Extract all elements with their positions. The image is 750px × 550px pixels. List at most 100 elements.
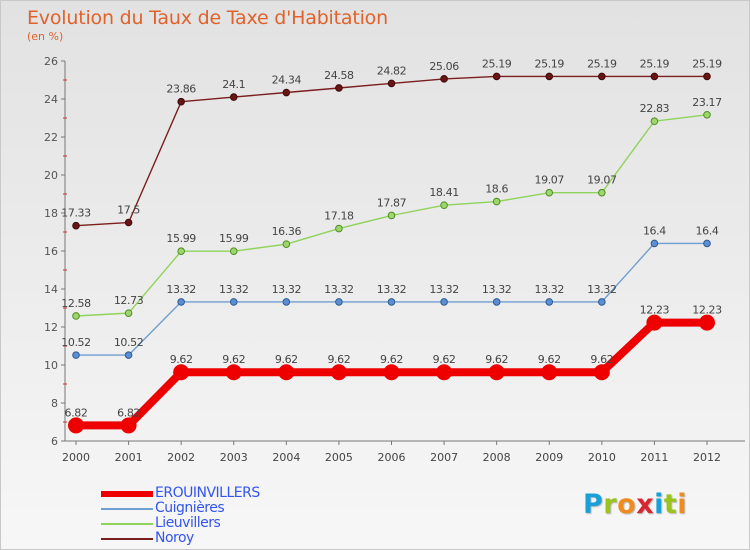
data-point-noroy-2002 bbox=[177, 97, 185, 106]
data-point-cuignieres-2003 bbox=[229, 298, 238, 306]
data-label-lieuvillers-2005: 17.18 bbox=[324, 210, 354, 223]
data-point-lieuvillers-2008 bbox=[492, 197, 501, 206]
data-point-cuignieres-2004 bbox=[282, 298, 291, 306]
proxiti-logo: Proxiti bbox=[583, 489, 687, 520]
data-label-cuignieres-2000: 10.52 bbox=[61, 336, 91, 349]
data-point-lieuvillers-2001 bbox=[124, 309, 133, 317]
data-point-cuignieres-2001 bbox=[124, 351, 133, 359]
data-point-noroy-2004 bbox=[282, 88, 291, 97]
data-label-noroy-2000: 17.33 bbox=[61, 207, 91, 220]
data-label-erouinvillers-2001: 6.82 bbox=[117, 406, 140, 419]
y-tick-label-18: 18 bbox=[44, 207, 58, 220]
data-label-noroy-2001: 17.5 bbox=[117, 204, 140, 217]
data-point-erouinvillers-2002 bbox=[173, 364, 190, 381]
data-label-lieuvillers-2008: 18.6 bbox=[485, 183, 508, 196]
data-label-erouinvillers-2006: 9.62 bbox=[380, 353, 403, 366]
x-tick-label-2008: 2008 bbox=[483, 451, 511, 464]
data-label-cuignieres-2009: 13.32 bbox=[535, 283, 565, 296]
x-tick-label-2000: 2000 bbox=[62, 451, 90, 464]
data-point-erouinvillers-2008 bbox=[488, 364, 505, 381]
data-label-cuignieres-2007: 13.32 bbox=[429, 283, 459, 296]
data-point-noroy-2007 bbox=[440, 75, 448, 83]
data-label-noroy-2010: 25.19 bbox=[587, 57, 617, 70]
data-point-lieuvillers-2005 bbox=[335, 224, 343, 233]
legend-swatch-erouinvillers bbox=[101, 491, 153, 497]
data-label-erouinvillers-2008: 9.62 bbox=[485, 353, 508, 366]
legend-swatch-lieuvillers bbox=[101, 523, 153, 525]
data-point-noroy-2000 bbox=[72, 221, 80, 230]
data-point-cuignieres-2000 bbox=[72, 351, 80, 359]
data-point-noroy-2012 bbox=[703, 72, 711, 81]
data-label-cuignieres-2010: 13.32 bbox=[587, 283, 617, 296]
x-tick-label-2005: 2005 bbox=[325, 451, 353, 464]
data-label-noroy-2008: 25.19 bbox=[482, 57, 512, 70]
y-tick-label-26: 26 bbox=[44, 55, 58, 68]
y-tick-label-8: 8 bbox=[51, 397, 58, 410]
data-point-cuignieres-2005 bbox=[335, 298, 343, 306]
data-point-noroy-2010 bbox=[598, 72, 606, 81]
data-point-erouinvillers-2006 bbox=[383, 364, 400, 381]
data-point-cuignieres-2006 bbox=[387, 298, 396, 306]
data-label-noroy-2005: 24.58 bbox=[324, 69, 354, 82]
data-point-lieuvillers-2011 bbox=[650, 117, 659, 126]
data-label-cuignieres-2005: 13.32 bbox=[324, 283, 354, 296]
data-point-lieuvillers-2003 bbox=[229, 247, 238, 255]
x-tick-label-2002: 2002 bbox=[167, 451, 195, 464]
legend-swatch-cuignieres bbox=[101, 508, 153, 510]
data-point-erouinvillers-2009 bbox=[541, 364, 558, 381]
y-tick-label-22: 22 bbox=[44, 131, 58, 144]
data-point-cuignieres-2009 bbox=[545, 298, 554, 306]
data-label-cuignieres-2008: 13.32 bbox=[482, 283, 512, 296]
x-tick-label-2011: 2011 bbox=[640, 451, 668, 464]
data-point-noroy-2011 bbox=[650, 72, 659, 81]
data-point-lieuvillers-2000 bbox=[72, 312, 80, 320]
data-label-cuignieres-2003: 13.32 bbox=[219, 283, 249, 296]
data-label-cuignieres-2002: 13.32 bbox=[166, 283, 196, 296]
x-tick-label-2010: 2010 bbox=[588, 451, 616, 464]
data-label-lieuvillers-2002: 15.99 bbox=[166, 232, 196, 245]
logo-letter: i bbox=[677, 489, 688, 520]
data-point-lieuvillers-2006 bbox=[387, 211, 396, 220]
data-point-erouinvillers-2000 bbox=[68, 417, 84, 434]
y-tick-label-12: 12 bbox=[44, 321, 58, 334]
data-point-noroy-2008 bbox=[492, 72, 501, 81]
data-label-noroy-2012: 25.19 bbox=[692, 57, 722, 70]
data-point-noroy-2005 bbox=[335, 84, 343, 92]
data-point-noroy-2003 bbox=[229, 93, 238, 101]
data-point-lieuvillers-2009 bbox=[545, 188, 554, 197]
data-point-cuignieres-2008 bbox=[492, 298, 501, 306]
y-tick-label-6: 6 bbox=[51, 435, 58, 448]
data-label-cuignieres-2011: 16.4 bbox=[643, 224, 666, 237]
data-point-cuignieres-2011 bbox=[650, 239, 659, 248]
data-label-lieuvillers-2006: 17.87 bbox=[377, 196, 407, 209]
chart-title: Evolution du Taux de Taxe d'Habitation bbox=[27, 7, 388, 29]
data-label-cuignieres-2001: 10.52 bbox=[114, 336, 144, 349]
x-tick-label-2001: 2001 bbox=[115, 451, 143, 464]
x-tick-label-2007: 2007 bbox=[430, 451, 458, 464]
data-point-cuignieres-2002 bbox=[177, 298, 185, 306]
data-label-lieuvillers-2012: 23.17 bbox=[692, 96, 722, 109]
data-label-erouinvillers-2010: 9.62 bbox=[590, 353, 613, 366]
data-label-lieuvillers-2004: 16.36 bbox=[272, 225, 302, 238]
y-tick-label-14: 14 bbox=[44, 283, 58, 296]
data-label-lieuvillers-2009: 19.07 bbox=[535, 174, 565, 187]
data-point-noroy-2006 bbox=[387, 79, 396, 88]
logo-letter: x bbox=[636, 489, 655, 520]
legend-label-noroy: Noroy bbox=[155, 530, 194, 546]
data-label-erouinvillers-2004: 9.62 bbox=[275, 353, 298, 366]
data-label-erouinvillers-2003: 9.62 bbox=[222, 353, 245, 366]
y-tick-label-16: 16 bbox=[44, 245, 58, 258]
data-point-cuignieres-2012 bbox=[703, 239, 711, 248]
data-label-noroy-2011: 25.19 bbox=[640, 57, 670, 70]
y-tick-label-20: 20 bbox=[44, 169, 58, 182]
logo-letter: r bbox=[603, 489, 618, 520]
legend-swatch-noroy bbox=[101, 538, 153, 540]
data-point-erouinvillers-2004 bbox=[278, 364, 295, 381]
data-point-noroy-2001 bbox=[124, 218, 133, 227]
data-label-erouinvillers-2002: 9.62 bbox=[170, 353, 193, 366]
logo-letter: P bbox=[583, 489, 604, 520]
y-tick-label-10: 10 bbox=[44, 359, 58, 372]
data-point-erouinvillers-2003 bbox=[225, 364, 242, 381]
logo-letter: t bbox=[663, 489, 678, 520]
